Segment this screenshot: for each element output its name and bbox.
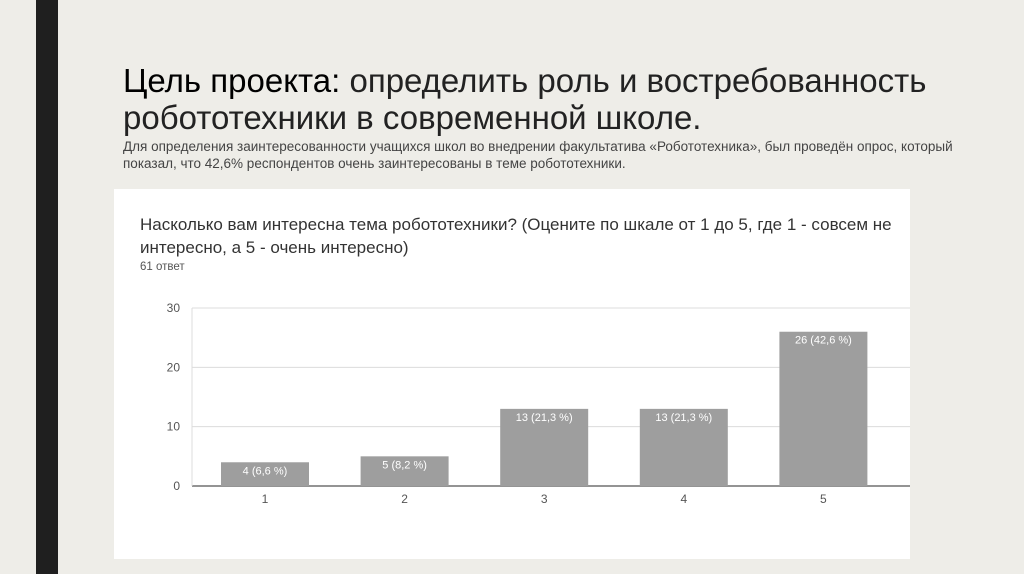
title-bold: Цель проекта: bbox=[123, 62, 341, 99]
chart-title: Насколько вам интересна тема робототехни… bbox=[140, 215, 892, 257]
x-tick-label: 4 bbox=[680, 492, 687, 506]
chart-card: Насколько вам интересна тема робототехни… bbox=[114, 189, 910, 559]
bar-chart: 0 10 20 30 4 (6,6 %) 1 5 (8,2 %) 2 13 (21,3 %) 3 1… bbox=[167, 301, 910, 506]
y-tick-label: 10 bbox=[167, 420, 181, 434]
y-tick-label: 20 bbox=[167, 360, 181, 374]
bar bbox=[360, 456, 449, 486]
slide-title: Цель проекта: определить роль и востребо… bbox=[123, 62, 983, 136]
data-label: 13 (21,3 %) bbox=[655, 412, 712, 424]
title-rest: определить роль и востребованность робот… bbox=[123, 62, 927, 136]
data-label: 13 (21,3 %) bbox=[516, 412, 573, 424]
x-tick-label: 2 bbox=[401, 492, 408, 506]
x-tick-label: 3 bbox=[541, 492, 548, 506]
bar bbox=[500, 408, 589, 486]
bar bbox=[779, 331, 868, 486]
y-tick-label: 0 bbox=[173, 479, 180, 493]
slide-subtitle: Для определения заинтересованности учащи… bbox=[123, 139, 953, 171]
data-label: 4 (6,6 %) bbox=[243, 465, 288, 477]
response-count: 61 ответ bbox=[140, 261, 185, 273]
left-accent-bar bbox=[36, 0, 58, 574]
bar bbox=[639, 408, 728, 486]
x-tick-label: 1 bbox=[262, 492, 269, 506]
bar bbox=[221, 462, 309, 486]
x-tick-label: 5 bbox=[820, 492, 827, 506]
y-tick-label: 30 bbox=[167, 301, 181, 315]
data-label: 5 (8,2 %) bbox=[382, 459, 427, 471]
data-label: 26 (42,6 %) bbox=[795, 335, 852, 347]
